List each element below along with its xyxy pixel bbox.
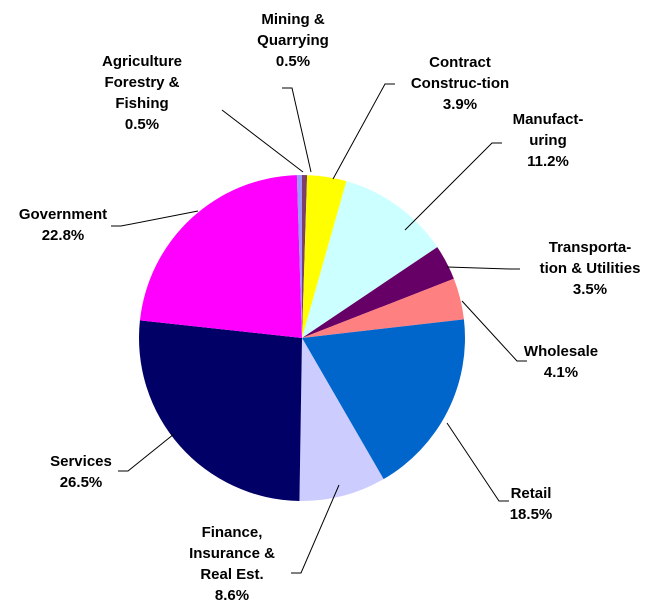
data-label-construction: Contract Construc-tion 3.9% [411,54,509,113]
slice-label-services: Services [50,453,112,470]
slice-value-agriculture: 0.5% [125,116,159,133]
leader-line-government [111,210,199,227]
data-label-government: Government 22.8% [19,206,107,244]
data-label-finance: Finance, Insurance & Real Est. 8.6% [189,524,275,604]
leader-lines [111,83,527,574]
leader-line-wholesale [461,300,527,362]
slice-value-finance: 8.6% [215,587,249,604]
pie-slice-wholesale [302,278,464,338]
data-label-transportation: Transporta-tion & Utilities 3.5% [540,239,641,298]
slice-label-agriculture: Agriculture [102,53,182,70]
data-label-agriculture: Agriculture Forestry & Fishing 0.5% [102,53,182,133]
slice-label-agriculture: Forestry & [104,74,179,91]
leader-line-finance [291,484,340,574]
slice-label-government: Government [19,206,107,223]
slice-label-construction: Contract [429,54,491,71]
slice-label-transportation: tion & Utilities [540,260,641,277]
slice-labels: Mining & Quarrying 0.5% Contract Construc-ti… [19,11,641,604]
pie-slice-services [138,320,302,501]
pie-slice-manufacturing [302,181,438,338]
slice-value-construction: 3.9% [443,96,477,113]
slice-label-retail: Retail [511,485,552,502]
slice-value-manufacturing: 11.2% [527,153,569,170]
slice-label-manufacturing: uring [529,132,567,149]
slice-label-mining: Mining & [261,11,324,28]
slice-label-manufacturing: Manufact- [513,111,584,128]
slice-value-services: 26.5% [60,474,103,491]
slice-value-retail: 18.5% [510,506,553,523]
pie-slice-retail [302,319,465,480]
leader-line-transportation [446,266,520,270]
slice-label-agriculture: Fishing [115,95,168,112]
slice-label-finance: Real Est. [200,566,263,583]
pie-slice-government [139,175,302,338]
slice-value-government: 22.8% [42,227,85,244]
leader-line-retail [446,422,509,502]
data-label-mining: Mining & Quarrying 0.5% [257,11,329,70]
leader-line-mining [282,87,312,173]
data-label-services: Services 26.5% [50,453,112,491]
pie-slices [138,175,465,502]
pie-slice-transportation [302,247,454,338]
slice-label-finance: Finance, [202,524,263,541]
data-label-manufacturing: Manufact-uring 11.2% [513,111,584,170]
slice-label-transportation: Transporta- [549,239,632,256]
leader-line-services [118,433,175,472]
slice-label-mining: Quarrying [257,32,329,49]
slice-value-transportation: 3.5% [573,281,607,298]
pie-slice-finance [299,338,384,502]
leader-line-agriculture [221,109,304,173]
leader-line-manufacturing [404,142,502,231]
leader-line-construction [332,83,395,180]
slice-label-construction: Construc-tion [411,75,509,92]
slice-value-wholesale: 4.1% [544,364,578,381]
slice-label-finance: Insurance & [189,545,275,562]
pie-slice-construction [302,175,347,338]
slice-label-wholesale: Wholesale [524,343,598,360]
data-label-wholesale: Wholesale 4.1% [524,343,598,381]
slice-value-mining: 0.5% [276,53,310,70]
pie-slice-mining [302,175,308,338]
pie-slice-agriculture [296,175,302,338]
data-label-retail: Retail 18.5% [510,485,553,523]
